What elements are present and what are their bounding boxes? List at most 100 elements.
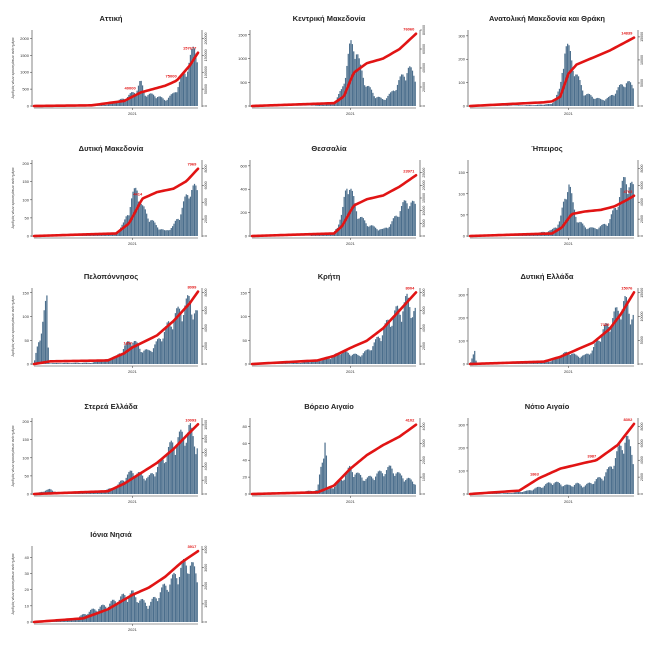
daily-bar bbox=[300, 363, 301, 364]
daily-bar bbox=[378, 471, 379, 494]
y2-tick-label: 15000 bbox=[422, 193, 426, 203]
daily-bar bbox=[341, 480, 342, 494]
cumulative-value-label: 4102 bbox=[405, 418, 415, 423]
daily-bar bbox=[590, 227, 591, 236]
daily-bar bbox=[176, 578, 177, 622]
daily-bar bbox=[573, 487, 574, 494]
daily-bar bbox=[334, 487, 335, 494]
daily-bar bbox=[589, 355, 590, 364]
daily-bar bbox=[361, 355, 362, 364]
daily-bar bbox=[154, 223, 155, 236]
daily-bar bbox=[320, 361, 321, 364]
daily-bar bbox=[121, 480, 122, 494]
daily-bar bbox=[604, 224, 605, 236]
daily-bar bbox=[193, 47, 194, 106]
daily-bar bbox=[544, 486, 545, 494]
daily-bar bbox=[374, 96, 375, 106]
daily-bar bbox=[79, 363, 80, 364]
daily-bar bbox=[630, 324, 631, 364]
daily-bar bbox=[301, 363, 302, 364]
daily-bar bbox=[357, 54, 358, 106]
daily-bar bbox=[619, 445, 620, 494]
daily-bars bbox=[252, 294, 416, 364]
daily-bar bbox=[371, 225, 372, 236]
y-tick-label: 0 bbox=[245, 234, 248, 239]
daily-bar bbox=[583, 226, 584, 236]
daily-bar bbox=[134, 593, 135, 622]
y2-tick-label: 6000 bbox=[422, 306, 426, 314]
daily-bar bbox=[309, 362, 310, 364]
daily-bar bbox=[158, 230, 159, 236]
daily-bar bbox=[296, 363, 297, 364]
daily-bar bbox=[571, 60, 572, 106]
daily-bar bbox=[570, 485, 571, 494]
daily-bar bbox=[387, 96, 388, 106]
daily-bar bbox=[627, 81, 628, 106]
daily-bar bbox=[541, 105, 542, 106]
daily-bar bbox=[604, 325, 605, 364]
daily-bar bbox=[352, 191, 353, 236]
daily-bar bbox=[385, 100, 386, 106]
daily-bar bbox=[180, 214, 181, 236]
daily-bar bbox=[626, 83, 627, 106]
daily-bar bbox=[137, 602, 138, 622]
daily-bar bbox=[405, 296, 406, 364]
daily-bar bbox=[391, 91, 392, 106]
cumulative-value-label: 76060 bbox=[403, 27, 415, 32]
daily-bar bbox=[582, 224, 583, 236]
y2-tick-label: 4000 bbox=[204, 198, 208, 206]
daily-bar bbox=[111, 601, 112, 622]
daily-bar bbox=[197, 190, 198, 236]
daily-bar bbox=[413, 311, 414, 364]
chart-title: Κρήτη bbox=[222, 272, 436, 281]
daily-bar bbox=[590, 95, 591, 106]
daily-bar bbox=[56, 363, 57, 364]
daily-bar bbox=[183, 315, 184, 364]
y2-tick-label: 0 bbox=[204, 493, 208, 495]
daily-bar bbox=[117, 604, 118, 622]
daily-bar bbox=[390, 466, 391, 494]
daily-bar bbox=[540, 105, 541, 106]
y-tick-label: 200 bbox=[240, 210, 247, 215]
daily-bar bbox=[527, 363, 528, 364]
daily-bar bbox=[195, 573, 196, 622]
daily-bar bbox=[147, 350, 148, 364]
daily-bar bbox=[499, 493, 500, 494]
daily-bar bbox=[398, 472, 399, 494]
y-tick-label: 100 bbox=[458, 338, 465, 343]
daily-bar bbox=[161, 341, 162, 364]
daily-bar bbox=[571, 486, 572, 494]
daily-bar bbox=[164, 584, 165, 622]
daily-bar bbox=[633, 464, 634, 494]
daily-bar bbox=[327, 359, 328, 364]
y2-tick-label: 10000 bbox=[422, 206, 426, 216]
daily-bar bbox=[162, 98, 163, 106]
y-tick-label: 300 bbox=[458, 422, 465, 427]
daily-bar bbox=[176, 219, 177, 236]
daily-bar bbox=[142, 476, 143, 494]
daily-bar bbox=[64, 363, 65, 364]
daily-bar bbox=[141, 599, 142, 622]
daily-bar bbox=[190, 303, 191, 364]
daily-bar bbox=[290, 363, 291, 364]
daily-bar bbox=[566, 199, 567, 236]
y2-tick-label: 0 bbox=[204, 235, 208, 237]
daily-bar bbox=[39, 341, 40, 364]
daily-bar bbox=[113, 600, 114, 622]
cumulative-value-label: 1850 bbox=[123, 340, 133, 345]
daily-bar bbox=[370, 226, 371, 236]
daily-bar bbox=[147, 95, 148, 106]
daily-bar bbox=[582, 356, 583, 364]
y-tick-label: 150 bbox=[240, 290, 247, 295]
daily-bar bbox=[165, 462, 166, 494]
daily-bar bbox=[394, 476, 395, 494]
y2-tick-label: 8000 bbox=[422, 288, 426, 296]
daily-bar bbox=[544, 105, 545, 106]
daily-bar bbox=[592, 351, 593, 364]
daily-bar bbox=[175, 455, 176, 494]
y2-tick-label: 0 bbox=[640, 235, 644, 237]
y-tick-label: 100 bbox=[458, 468, 465, 473]
daily-bar bbox=[370, 87, 371, 106]
y2-tick-label: 0 bbox=[204, 621, 208, 623]
